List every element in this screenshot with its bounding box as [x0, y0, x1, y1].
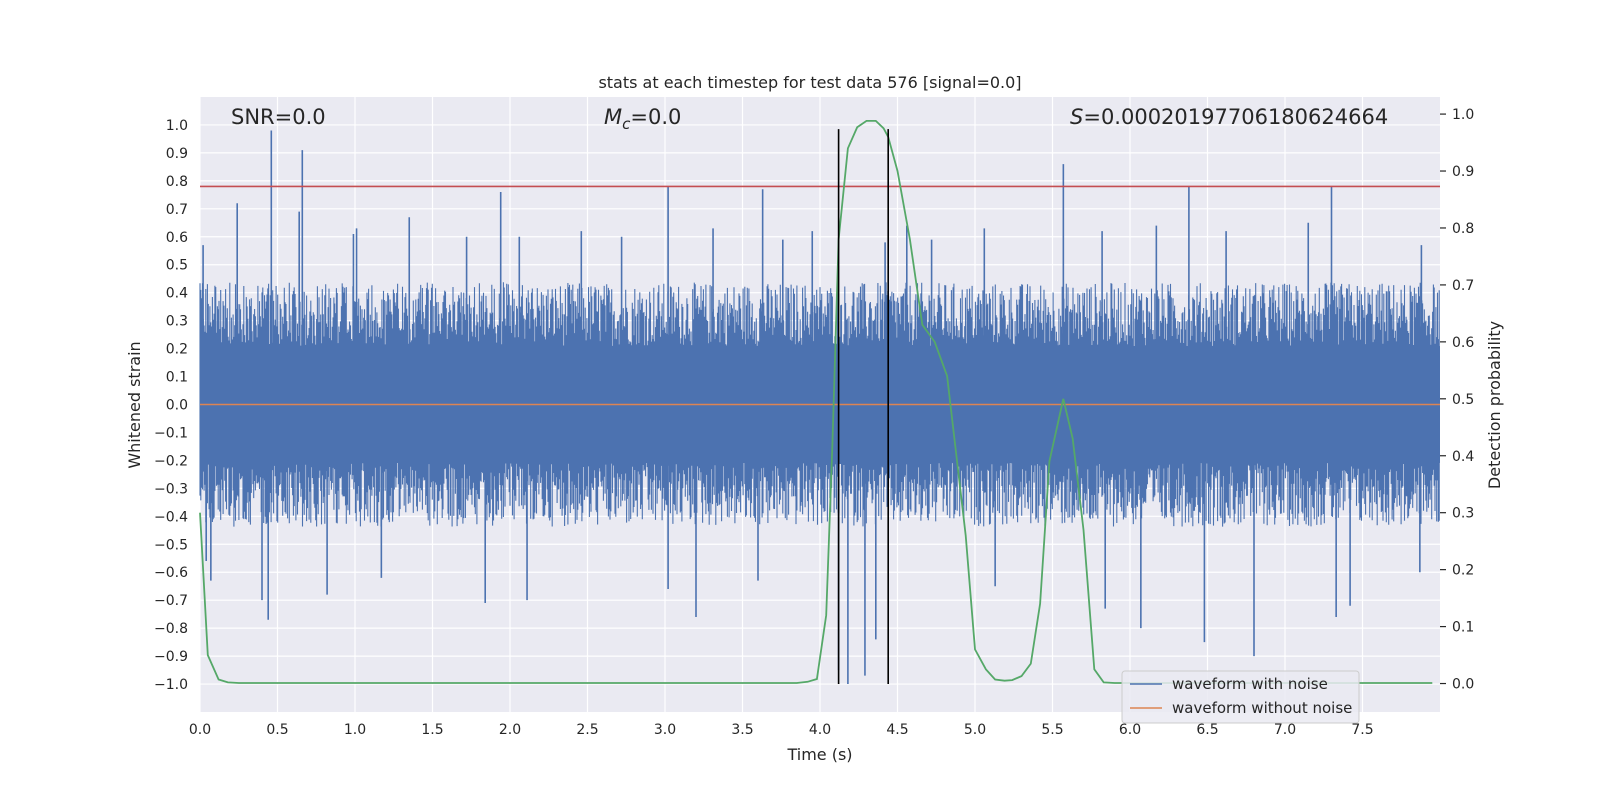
x-tick-label: 3.5: [731, 722, 753, 738]
y-left-tick-label: 0.9: [166, 146, 188, 162]
y-left-tick-label: −0.7: [154, 593, 188, 609]
detection-probability-line: [199, 120, 1433, 684]
y-left-tick-label: 0.6: [166, 230, 188, 246]
y-right-tick-label: 0.9: [1452, 164, 1474, 180]
chirp-mass-subscript: c: [622, 115, 631, 133]
x-tick-label: 1.0: [344, 722, 366, 738]
chirp-mass-symbol: M: [604, 105, 622, 129]
y-right-tick-label: 0.6: [1452, 335, 1474, 351]
y-left-tick-label: −0.4: [154, 509, 188, 525]
y-right-tick-label: 0.5: [1452, 392, 1474, 408]
y-right-tick-label: 0.7: [1452, 278, 1474, 294]
y-left-tick-label: 0.8: [166, 174, 188, 190]
detection-probability-series: [199, 120, 1433, 684]
y-left-tick-label: −0.3: [154, 481, 188, 497]
legend-label-clean: waveform without noise: [1172, 699, 1352, 717]
y-left-tick-label: −0.1: [154, 425, 188, 441]
x-tick-label: 5.0: [964, 722, 986, 738]
y-right-tick-label: 0.3: [1452, 506, 1474, 522]
y-left-tick-label: −0.6: [154, 565, 188, 581]
x-tick-label: 0.0: [189, 722, 211, 738]
x-axis-label: Time (s): [786, 745, 852, 764]
y-left-tick-label: −0.2: [154, 453, 188, 469]
y-left-tick-label: −0.9: [154, 649, 188, 665]
y-right-axis-label: Detection probability: [1485, 321, 1504, 489]
y-left-tick-label: 0.7: [166, 202, 188, 218]
y-right-tick-label: 0.8: [1452, 221, 1474, 237]
y-right-tick-label: 0.1: [1452, 620, 1474, 636]
y-right-tick-label: 0.4: [1452, 449, 1474, 465]
y-left-tick-label: 0.2: [166, 342, 188, 358]
y-right-tick-label: 1.0: [1452, 107, 1474, 123]
y-left-tick-label: 0.1: [166, 370, 188, 386]
x-tick-label: 1.5: [421, 722, 443, 738]
x-tick-label: 3.0: [654, 722, 676, 738]
x-tick-label: 2.0: [499, 722, 521, 738]
y-left-tick-label: 0.5: [166, 258, 188, 274]
chart-title: stats at each timestep for test data 576…: [598, 73, 1021, 92]
y-right-tick-label: 0.0: [1452, 677, 1474, 693]
x-tick-label: 5.5: [1041, 722, 1063, 738]
y-left-axis-ticks: 1.0 0.9 0.8 0.7 0.6 0.5 0.4 0.3 0.2 0.1 0.0 −0.1 −0.…: [154, 118, 188, 693]
y-right-axis-ticks: 1.0 0.9 0.8 0.7 0.6 0.5 0.4 0.3 0.2 0.1 0.0: [1440, 107, 1474, 693]
x-tick-label: 6.0: [1119, 722, 1141, 738]
x-axis-ticks: 0.0 0.5 1.0 1.5 2.0 2.5 3.0 3.5 4.0 4.5 5.0 5.5 6.0 6…: [189, 722, 1374, 738]
x-tick-label: 2.5: [576, 722, 598, 738]
y-left-tick-label: 0.0: [166, 398, 188, 414]
x-tick-label: 6.5: [1196, 722, 1218, 738]
x-tick-label: 4.5: [886, 722, 908, 738]
x-tick-label: 7.0: [1274, 722, 1296, 738]
vertical-marker-lines: [837, 129, 890, 685]
y-left-tick-label: −0.8: [154, 621, 188, 637]
chirp-mass-value: =0.0: [630, 105, 681, 129]
y-left-axis-label: Whitened strain: [125, 341, 144, 468]
y-left-tick-label: 0.4: [166, 286, 188, 302]
s-annotation: S=0.00020197706180624664: [1070, 105, 1388, 129]
y-left-tick-label: 0.3: [166, 314, 188, 330]
x-tick-label: 0.5: [266, 722, 288, 738]
s-value: =0.00020197706180624664: [1083, 105, 1388, 129]
y-left-tick-label: 1.0: [166, 118, 188, 134]
s-symbol: S: [1070, 105, 1083, 129]
legend: waveform with noise waveform without noi…: [1121, 670, 1360, 724]
y-right-tick-label: 0.2: [1452, 563, 1474, 579]
x-tick-label: 7.5: [1351, 722, 1373, 738]
legend-frame: [1121, 670, 1360, 724]
chirp-mass-annotation: Mc=0.0: [604, 105, 681, 133]
legend-label-noise: waveform with noise: [1172, 675, 1328, 693]
y-left-tick-label: −1.0: [154, 677, 188, 693]
y-left-tick-label: −0.5: [154, 537, 188, 553]
snr-annotation: SNR=0.0: [231, 105, 326, 129]
x-tick-label: 4.0: [809, 722, 831, 738]
